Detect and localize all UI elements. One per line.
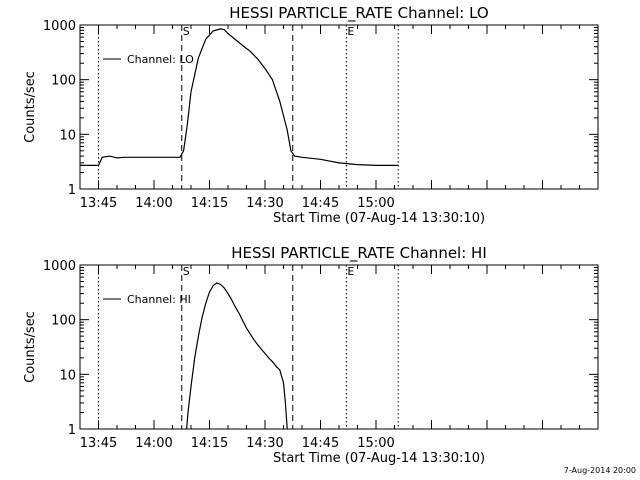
- x-tick-label: 14:30: [246, 196, 283, 211]
- y-tick-label: 100: [51, 314, 76, 329]
- legend-label: Channel: LO: [127, 53, 194, 66]
- x-axis-label: Start Time (07-Aug-14 13:30:10): [273, 211, 485, 226]
- x-tick-label: 14:00: [135, 436, 172, 451]
- footer-timestamp: 7-Aug-2014 20:00: [564, 466, 636, 475]
- y-tick-label: 1: [68, 183, 76, 198]
- x-tick-label: 14:00: [135, 196, 172, 211]
- chart-title: HESSI PARTICLE_RATE Channel: LO: [229, 4, 488, 23]
- y-tick-label: 10: [59, 368, 76, 383]
- x-tick-label: 15:00: [357, 196, 394, 211]
- event-marker-label: E: [347, 25, 354, 38]
- plot-frame: [79, 264, 599, 430]
- event-marker-label: E: [347, 265, 354, 278]
- x-tick-label: 15:00: [357, 436, 394, 451]
- series-line: [80, 28, 399, 166]
- event-marker-label: S: [183, 265, 190, 278]
- y-tick-label: 1: [68, 423, 76, 438]
- y-axis-label: Counts/sec: [23, 311, 38, 383]
- chart-title: HESSI PARTICLE_RATE Channel: HI: [231, 244, 487, 263]
- event-marker-label: S: [183, 25, 190, 38]
- x-tick-label: 13:45: [80, 196, 117, 211]
- y-tick-label: 10: [59, 128, 76, 143]
- plot-frame: [79, 24, 599, 190]
- x-tick-label: 14:15: [191, 436, 228, 451]
- x-tick-label: 14:15: [191, 196, 228, 211]
- chart-panel-lo: HESSI PARTICLE_RATE Channel: LO 1 10 100 100…: [23, 4, 599, 226]
- x-axis-label: Start Time (07-Aug-14 13:30:10): [273, 451, 485, 466]
- chart-panel-hi: HESSI PARTICLE_RATE Channel: HI 1 10 100 100…: [23, 244, 599, 466]
- x-tick-label: 14:30: [246, 436, 283, 451]
- y-tick-label: 1000: [43, 259, 76, 274]
- x-tick-label: 14:45: [302, 436, 339, 451]
- x-tick-label: 13:45: [80, 436, 117, 451]
- x-tick-label: 14:45: [302, 196, 339, 211]
- y-axis-label: Counts/sec: [23, 71, 38, 143]
- y-tick-label: 100: [51, 74, 76, 89]
- legend-label: Channel: HI: [127, 293, 191, 306]
- series-line: [186, 282, 288, 430]
- y-tick-label: 1000: [43, 19, 76, 34]
